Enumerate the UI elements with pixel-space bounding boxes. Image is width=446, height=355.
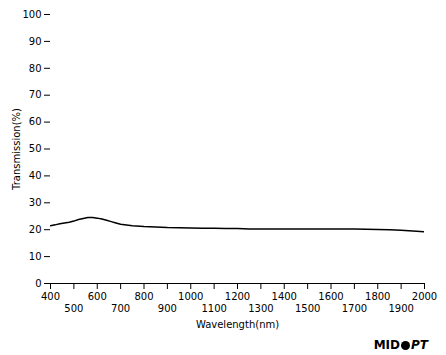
svg-text:400: 400 [41, 291, 60, 302]
svg-text:1100: 1100 [201, 303, 226, 314]
svg-text:2000: 2000 [412, 291, 437, 302]
svg-text:10: 10 [29, 251, 42, 262]
svg-text:0: 0 [35, 278, 41, 289]
svg-text:50: 50 [29, 143, 42, 154]
svg-text:20: 20 [29, 224, 42, 235]
svg-text:60: 60 [29, 116, 42, 127]
svg-text:40: 40 [29, 170, 42, 181]
svg-text:1900: 1900 [388, 303, 413, 314]
svg-text:1500: 1500 [295, 303, 320, 314]
svg-text:1200: 1200 [225, 291, 250, 302]
svg-text:100: 100 [22, 9, 41, 20]
html-text:MID: MID [373, 338, 400, 352]
svg-text:900: 900 [158, 303, 177, 314]
svg-text:1700: 1700 [342, 303, 367, 314]
svg-text:Transmission(%): Transmission(%) [11, 108, 22, 191]
svg-text:Wavelength(nm): Wavelength(nm) [196, 319, 279, 330]
svg-text:1600: 1600 [318, 291, 343, 302]
svg-text:1400: 1400 [272, 291, 297, 302]
svg-text:80: 80 [29, 63, 42, 74]
svg-text:90: 90 [29, 36, 42, 47]
svg-text:800: 800 [134, 291, 153, 302]
html-text:PT: PT [411, 338, 428, 352]
svg-text:30: 30 [29, 197, 42, 208]
svg-text:700: 700 [111, 303, 130, 314]
svg-text:70: 70 [29, 89, 42, 100]
svg-text:600: 600 [88, 291, 107, 302]
svg-text:1000: 1000 [178, 291, 203, 302]
svg-text:500: 500 [64, 303, 83, 314]
svg-text:1300: 1300 [248, 303, 273, 314]
svg-text:1800: 1800 [365, 291, 390, 302]
